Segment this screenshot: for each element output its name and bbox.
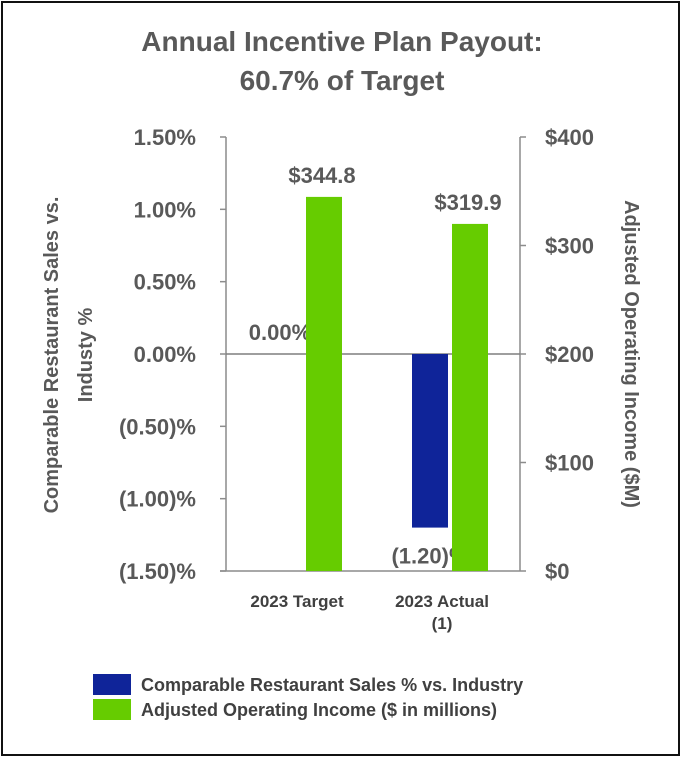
left-tick-label: 0.00% — [134, 342, 196, 367]
legend-swatch — [93, 699, 131, 720]
legend-label: Comparable Restaurant Sales % vs. Indust… — [141, 675, 523, 695]
plot-area: 0.00%(1.20)%$344.8$319.9 — [220, 137, 521, 572]
income-bar — [452, 223, 488, 571]
category-label: 2023 Target — [250, 592, 344, 611]
income-data-label: $344.8 — [288, 163, 355, 188]
left-axis-title-line-1: Comparable Restaurant Sales vs. — [41, 197, 63, 514]
right-tick-label: $400 — [545, 125, 594, 150]
category-label: (1) — [432, 614, 453, 633]
income-bar — [306, 196, 342, 571]
left-tick-label: (1.00)% — [119, 487, 196, 512]
left-tick-label: (0.50)% — [119, 414, 196, 439]
right-axis-title: Adjusted Operating Income ($M) — [620, 200, 642, 508]
sales-bar — [412, 354, 448, 528]
left-tick-label: (1.50)% — [119, 559, 196, 584]
sales-data-label: 0.00% — [249, 320, 311, 345]
right-tick-label: $300 — [545, 234, 594, 259]
left-tick-label: 1.50% — [134, 125, 196, 150]
right-tick-label: $100 — [545, 451, 594, 476]
chart-legend: Comparable Restaurant Sales % vs. Indust… — [93, 674, 523, 720]
left-axis-title-line-2: Industy % — [75, 308, 97, 403]
legend-swatch — [93, 674, 131, 695]
right-axis-ticks: $400 $300 $200 $100 $0 — [520, 125, 594, 584]
right-tick-label: $0 — [545, 559, 569, 584]
right-tick-label: $200 — [545, 342, 594, 367]
income-data-label: $319.9 — [434, 190, 501, 215]
category-label: 2023 Actual — [395, 592, 489, 611]
left-axis-ticks: 1.50% 1.00% 0.50% 0.00% (0.50)% (1.00)% (1.50)… — [119, 125, 226, 584]
legend-label: Adjusted Operating Income ($ in millions… — [141, 700, 497, 720]
left-tick-label: 1.00% — [134, 197, 196, 222]
category-labels: 2023 Target 2023 Actual (1) — [250, 592, 489, 633]
chart-title-line-2: 60.7% of Target — [240, 65, 445, 96]
left-tick-label: 0.50% — [134, 270, 196, 295]
chart-title-line-1: Annual Incentive Plan Payout: — [141, 26, 542, 57]
